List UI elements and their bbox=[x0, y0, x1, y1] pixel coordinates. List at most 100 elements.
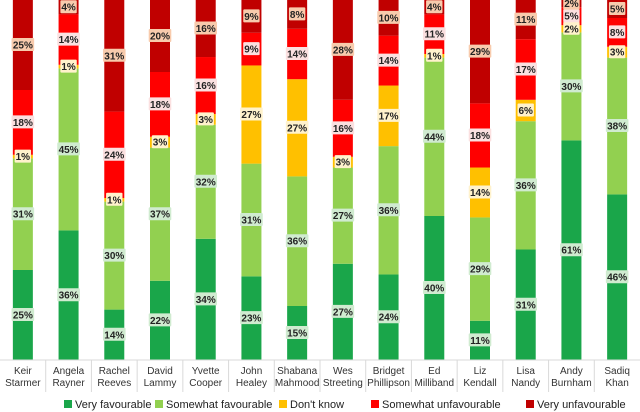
data-label-liz-kendall-don-t-know: 14% bbox=[470, 188, 490, 199]
data-label-bg bbox=[514, 62, 538, 76]
data-label-bridget-phillipson-very-unfavourable: 10% bbox=[379, 13, 399, 24]
data-label-sadiq-khan-very-unfavourable: 5% bbox=[610, 5, 625, 16]
x-tick-label-yvette-cooper: Yvette Cooper bbox=[189, 366, 222, 389]
data-label-bg bbox=[106, 192, 123, 206]
data-label-bg bbox=[102, 327, 126, 341]
data-label-keir-starmer-somewhat-unfavourable: 18% bbox=[13, 118, 33, 129]
data-label-bg bbox=[102, 248, 126, 262]
data-labels: 25% 31% 1% 18% 25% 36% 45% 1% 14% 4% 14% 30% 1% 24% 31… bbox=[11, 0, 629, 347]
data-label-bg bbox=[240, 311, 263, 325]
data-label-lisa-nandy-very-unfavourable: 11% bbox=[516, 15, 536, 26]
data-label-bg bbox=[377, 10, 400, 24]
data-label-bg bbox=[285, 47, 309, 60]
data-label-sadiq-khan-somewhat-unfavourable: 8% bbox=[610, 28, 625, 39]
data-label-angela-rayner-don-t-know: 1% bbox=[61, 62, 76, 73]
data-label-david-lammy-very-favourable: 22% bbox=[150, 316, 170, 327]
data-label-lisa-nandy-somewhat-favourable: 36% bbox=[516, 181, 536, 192]
data-label-keir-starmer-don-t-know: 1% bbox=[16, 152, 31, 163]
data-label-rachel-reeves-very-favourable: 14% bbox=[104, 330, 124, 341]
data-label-rachel-reeves-somewhat-unfavourable: 24% bbox=[104, 150, 124, 161]
data-label-bridget-phillipson-don-t-know: 17% bbox=[379, 111, 399, 122]
data-label-bg bbox=[148, 29, 172, 42]
data-label-bg bbox=[563, 0, 580, 10]
data-label-bg bbox=[422, 27, 446, 41]
data-label-bg bbox=[194, 174, 218, 188]
data-label-bg bbox=[331, 208, 355, 222]
data-label-david-lammy-don-t-know: 3% bbox=[153, 138, 168, 149]
data-label-liz-kendall-somewhat-unfavourable: 18% bbox=[470, 131, 490, 142]
data-label-keir-starmer-somewhat-favourable: 31% bbox=[13, 210, 33, 221]
data-label-sadiq-khan-somewhat-favourable: 38% bbox=[607, 122, 627, 133]
x-tick-label-angela-rayner: Angela Rayner bbox=[52, 366, 85, 389]
data-label-angela-rayner-very-favourable: 36% bbox=[59, 291, 79, 302]
data-label-wes-streeting-very-unfavourable: 28% bbox=[333, 45, 353, 56]
data-label-bg bbox=[422, 129, 446, 143]
data-label-bg bbox=[563, 9, 580, 23]
data-label-bg bbox=[468, 128, 492, 142]
data-label-bg bbox=[468, 333, 492, 347]
legend-label-somewhat-favourable: Somewhat favourable bbox=[166, 399, 272, 411]
data-label-yvette-cooper-very-favourable: 34% bbox=[196, 295, 216, 306]
data-label-sadiq-khan-don-t-know: 3% bbox=[610, 48, 625, 59]
data-label-bg bbox=[285, 326, 309, 339]
data-label-bg bbox=[608, 2, 626, 15]
data-label-andy-burnham-very-favourable: 61% bbox=[561, 246, 581, 257]
data-label-bg bbox=[285, 120, 309, 134]
data-label-angela-rayner-somewhat-favourable: 45% bbox=[59, 145, 79, 156]
legend: Very favourable Somewhat favourable Don't … bbox=[64, 399, 626, 411]
legend-label-don-t-know: Don't know bbox=[290, 399, 344, 411]
data-label-bg bbox=[331, 304, 355, 318]
data-label-bg bbox=[331, 42, 355, 56]
data-label-david-lammy-very-unfavourable: 20% bbox=[150, 32, 170, 43]
data-label-bg bbox=[148, 207, 172, 221]
data-label-bg bbox=[151, 135, 169, 149]
data-label-sadiq-khan-very-favourable: 46% bbox=[607, 273, 627, 284]
x-axis: Keir Starmer Angela Rayner Rachel Reeves David… bbox=[0, 359, 640, 392]
data-label-bg bbox=[194, 78, 218, 92]
data-label-shabana-mahmood-very-unfavourable: 8% bbox=[290, 10, 305, 21]
legend-swatch-somewhat-unfavourable bbox=[371, 400, 379, 408]
data-label-lisa-nandy-very-favourable: 31% bbox=[516, 300, 536, 311]
data-label-bridget-phillipson-somewhat-unfavourable: 14% bbox=[379, 56, 399, 67]
data-label-bg bbox=[148, 97, 172, 111]
data-label-andy-burnham-somewhat-favourable: 30% bbox=[561, 82, 581, 93]
data-label-bg bbox=[426, 48, 443, 62]
data-label-bg bbox=[426, 0, 443, 14]
data-label-andy-burnham-somewhat-unfavourable: 5% bbox=[564, 12, 579, 23]
data-label-bg bbox=[563, 21, 580, 35]
data-label-bg bbox=[560, 79, 583, 93]
data-label-bg bbox=[605, 119, 629, 132]
data-label-rachel-reeves-very-unfavourable: 31% bbox=[104, 51, 124, 62]
data-label-david-lammy-somewhat-favourable: 37% bbox=[150, 210, 170, 221]
data-label-wes-streeting-somewhat-favourable: 27% bbox=[333, 211, 353, 222]
legend-swatch-very-unfavourable bbox=[526, 400, 534, 408]
x-tick-label-wes-streeting: Wes Streeting bbox=[323, 366, 363, 389]
data-label-john-healey-very-favourable: 23% bbox=[241, 314, 261, 325]
data-label-rachel-reeves-don-t-know: 1% bbox=[107, 195, 122, 206]
data-label-bg bbox=[60, 0, 77, 14]
data-label-bg bbox=[240, 213, 263, 226]
data-label-shabana-mahmood-somewhat-favourable: 36% bbox=[287, 237, 307, 248]
data-label-bg bbox=[11, 207, 35, 221]
data-label-liz-kendall-somewhat-favourable: 29% bbox=[470, 265, 490, 276]
data-label-bg bbox=[240, 107, 263, 121]
data-label-keir-starmer-very-favourable: 25% bbox=[13, 311, 33, 322]
data-label-wes-streeting-don-t-know: 3% bbox=[336, 158, 351, 169]
data-label-ed-milliband-don-t-know: 1% bbox=[427, 51, 442, 62]
data-label-bg bbox=[11, 308, 35, 321]
data-label-andy-burnham-very-unfavourable: 2% bbox=[564, 0, 579, 10]
data-label-angela-rayner-somewhat-unfavourable: 14% bbox=[59, 35, 79, 46]
data-label-bg bbox=[243, 9, 260, 23]
data-label-ed-milliband-somewhat-favourable: 44% bbox=[424, 132, 444, 143]
data-label-bg bbox=[514, 12, 538, 26]
data-label-wes-streeting-somewhat-unfavourable: 16% bbox=[333, 124, 353, 135]
data-label-bg bbox=[14, 149, 32, 163]
x-tick-label-sadiq-khan: Sadiq Khan bbox=[604, 366, 630, 389]
data-label-bg bbox=[102, 147, 126, 161]
data-label-bg bbox=[560, 243, 583, 257]
data-label-yvette-cooper-somewhat-favourable: 32% bbox=[196, 177, 216, 188]
data-label-ed-milliband-somewhat-unfavourable: 11% bbox=[425, 30, 445, 41]
data-label-bg bbox=[285, 234, 309, 248]
legend-label-very-unfavourable: Very unfavourable bbox=[537, 399, 626, 411]
